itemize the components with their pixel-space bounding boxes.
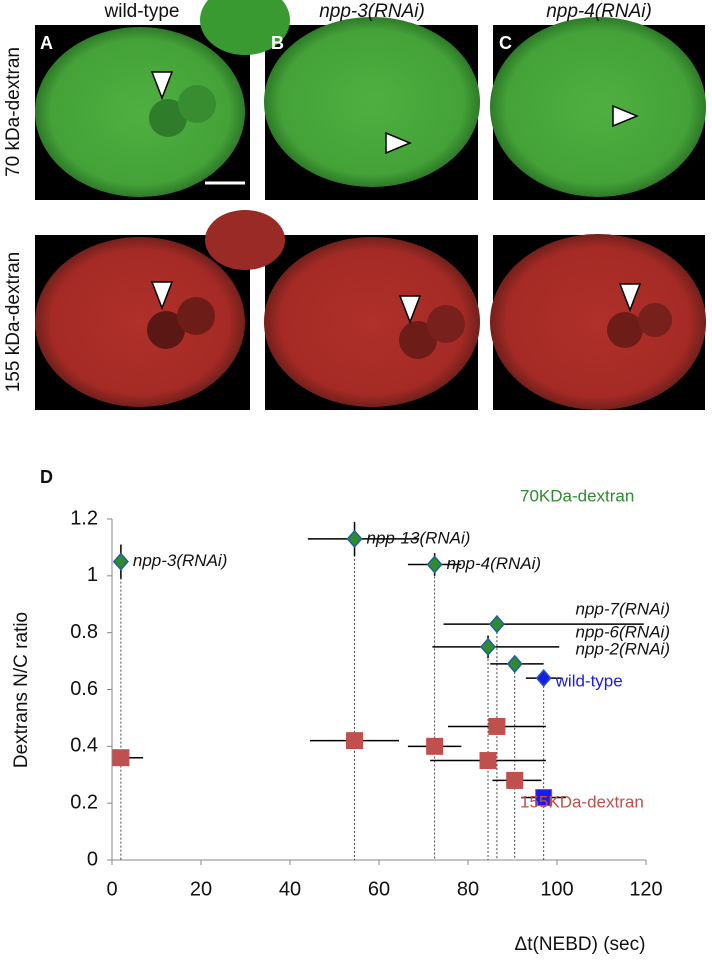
point	[535, 788, 553, 806]
point	[488, 717, 506, 735]
y-axis-title: Dextrans N/C ratio	[11, 612, 32, 768]
column-header: npp-3(RNAi)	[319, 1, 425, 22]
point-label: npp-7(RNAi)	[576, 600, 670, 619]
point	[112, 749, 130, 767]
panel-letter: C	[499, 33, 512, 53]
series-label: 70KDa-dextran	[520, 486, 634, 505]
point-label: wild-type	[555, 672, 623, 691]
point-label: npp-3(RNAi)	[133, 551, 227, 570]
point	[535, 668, 552, 688]
x-tick-label: 60	[368, 878, 390, 900]
column-header: wild-type	[104, 1, 180, 22]
row-label: 155 kDa-dextran	[3, 252, 24, 392]
point	[426, 737, 444, 755]
x-axis-title: Δt(NEBD) (sec)	[515, 934, 646, 955]
x-tick-label: 120	[629, 878, 662, 900]
point	[506, 771, 524, 789]
point-label: npp-6(RNAi)	[576, 622, 670, 641]
point	[112, 552, 129, 571]
y-tick-label: 0.6	[70, 678, 98, 700]
y-tick-label: 0.8	[70, 621, 98, 643]
series-label: 155KDa-dextran	[520, 792, 644, 811]
y-tick-label: 0.4	[70, 735, 98, 757]
point-label: npp-2(RNAi)	[576, 639, 670, 658]
point	[426, 555, 443, 574]
column-header: npp-4(RNAi)	[546, 1, 652, 22]
point	[346, 732, 364, 750]
point	[346, 529, 363, 549]
y-tick-label: 1.2	[70, 507, 98, 529]
row-label: 70 kDa-dextran	[3, 47, 24, 177]
x-tick-label: 80	[457, 878, 479, 900]
point-label: npp-13(RNAi)	[367, 528, 471, 547]
panel-letter: D	[40, 467, 53, 487]
point	[480, 637, 497, 657]
point-label: npp-4(RNAi)	[447, 554, 541, 573]
y-tick-label: 1	[87, 564, 98, 586]
point	[506, 654, 523, 674]
x-tick-label: 20	[190, 878, 212, 900]
x-tick-label: 0	[106, 878, 117, 900]
panel-letter: B	[271, 33, 284, 53]
x-tick-label: 100	[540, 878, 573, 900]
point	[479, 752, 497, 770]
panel-letter: A	[40, 33, 53, 53]
x-tick-label: 40	[279, 878, 301, 900]
point	[488, 615, 505, 634]
micrographs	[35, 0, 706, 410]
y-tick-label: 0	[87, 848, 98, 870]
y-tick-label: 0.2	[70, 791, 98, 813]
